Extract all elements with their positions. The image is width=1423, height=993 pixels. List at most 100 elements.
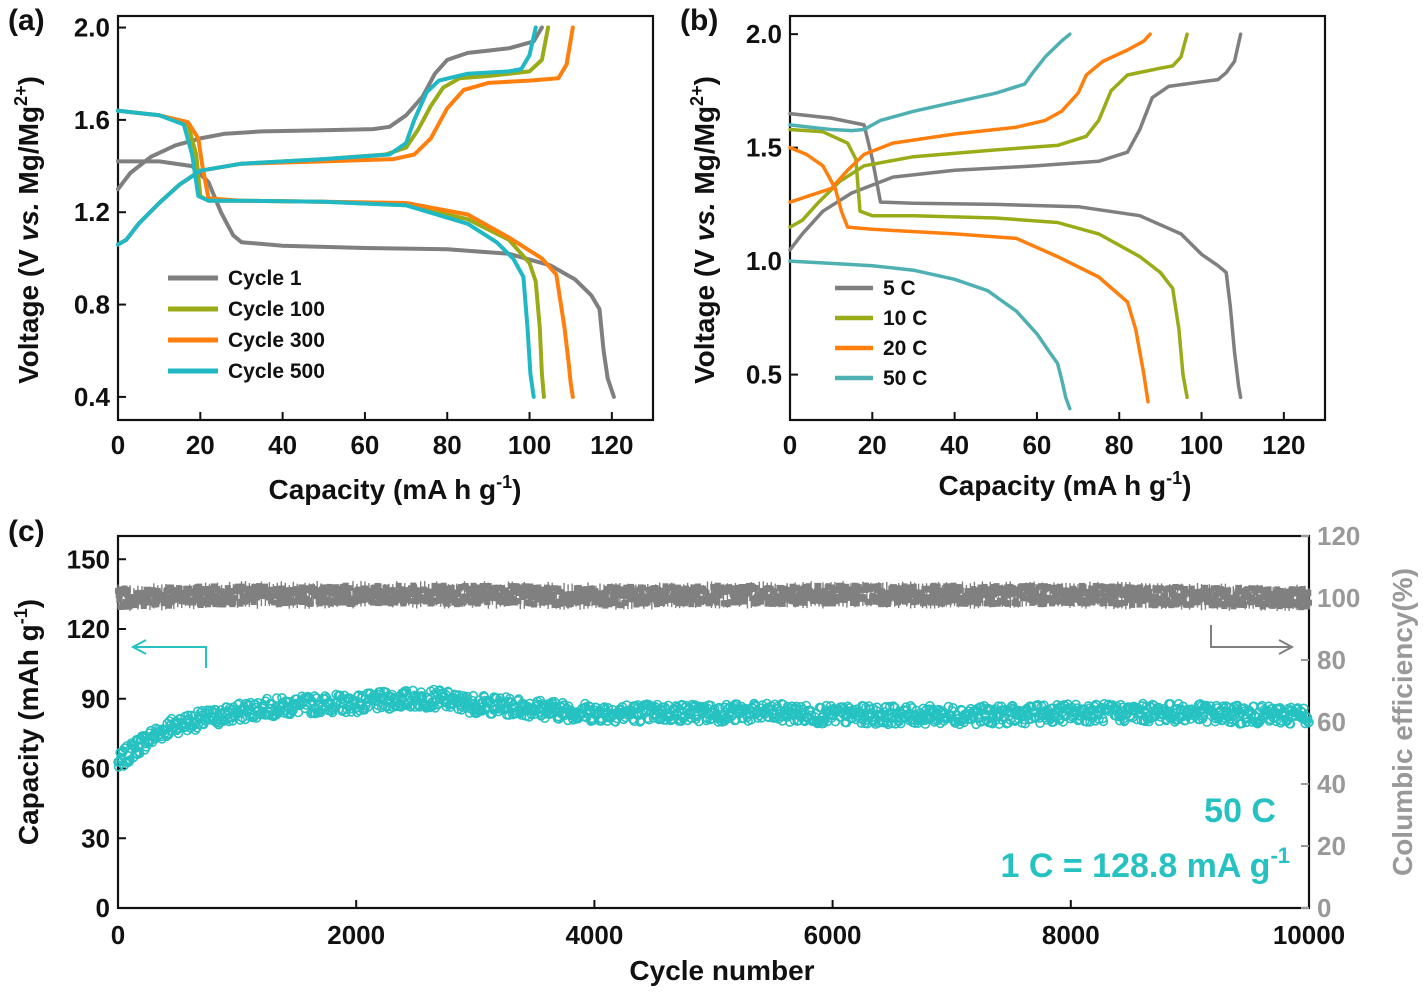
efficiency-marker bbox=[532, 589, 539, 596]
efficiency-marker bbox=[498, 585, 505, 592]
capacity-marker bbox=[1094, 714, 1104, 725]
efficiency-marker bbox=[124, 587, 131, 593]
efficiency-series bbox=[115, 581, 1312, 611]
efficiency-marker bbox=[730, 591, 736, 598]
efficiency-marker bbox=[854, 589, 861, 596]
efficiency-marker bbox=[484, 599, 491, 606]
capacity-marker bbox=[353, 690, 364, 700]
efficiency-marker bbox=[567, 591, 574, 598]
efficiency-marker bbox=[559, 592, 566, 599]
efficiency-marker bbox=[156, 590, 162, 596]
efficiency-marker bbox=[793, 585, 800, 592]
capacity-marker bbox=[375, 686, 386, 697]
efficiency-marker bbox=[874, 594, 881, 601]
efficiency-marker bbox=[665, 585, 672, 591]
series-line-5-c-charge bbox=[788, 32, 1243, 252]
efficiency-marker bbox=[619, 586, 626, 593]
left-y-tick-label: 60 bbox=[81, 754, 110, 784]
panel-c-x-axis-title: Cycle number bbox=[629, 955, 814, 986]
efficiency-marker bbox=[152, 593, 159, 600]
efficiency-marker bbox=[332, 589, 339, 596]
right-y-tick-label: 20 bbox=[1317, 831, 1346, 861]
efficiency-marker bbox=[248, 590, 255, 597]
x-tick-label: 120 bbox=[590, 430, 633, 460]
right-y-tick-label: 60 bbox=[1317, 707, 1346, 737]
capacity-marker bbox=[1296, 706, 1306, 716]
efficiency-marker bbox=[1232, 596, 1239, 603]
efficiency-marker bbox=[183, 592, 190, 599]
efficiency-marker bbox=[703, 589, 710, 596]
y-tick-label: 2.0 bbox=[74, 13, 110, 43]
efficiency-marker bbox=[347, 585, 354, 592]
efficiency-marker bbox=[492, 584, 499, 591]
efficiency-marker bbox=[734, 590, 740, 597]
capacity-marker bbox=[235, 715, 245, 725]
efficiency-marker bbox=[1068, 600, 1075, 606]
efficiency-marker bbox=[355, 592, 362, 599]
efficiency-marker bbox=[1004, 600, 1011, 607]
efficiency-marker bbox=[1088, 585, 1095, 592]
efficiency-marker bbox=[356, 597, 362, 604]
series-line-cycle-100-charge bbox=[116, 25, 551, 247]
efficiency-marker bbox=[1204, 599, 1210, 606]
efficiency-marker bbox=[1288, 592, 1295, 599]
efficiency-marker bbox=[841, 597, 848, 603]
efficiency-marker bbox=[1136, 601, 1143, 608]
capacity-marker bbox=[1285, 719, 1296, 729]
efficiency-marker bbox=[779, 590, 785, 597]
efficiency-marker bbox=[988, 595, 995, 602]
efficiency-marker bbox=[339, 593, 346, 600]
legend-label: 50 C bbox=[883, 367, 927, 390]
efficiency-marker bbox=[902, 598, 909, 605]
efficiency-marker bbox=[1172, 584, 1179, 590]
efficiency-marker bbox=[275, 588, 282, 595]
x-tick-label: 80 bbox=[1105, 430, 1134, 460]
efficiency-marker bbox=[834, 587, 841, 594]
efficiency-marker bbox=[606, 601, 613, 608]
efficiency-marker bbox=[220, 601, 227, 608]
rate-annotation: 50 C bbox=[1204, 792, 1276, 830]
efficiency-marker bbox=[327, 600, 334, 607]
legend-label: Cycle 1 bbox=[228, 267, 302, 290]
efficiency-marker bbox=[632, 587, 638, 594]
efficiency-marker bbox=[1255, 601, 1261, 608]
capacity-marker bbox=[271, 693, 282, 703]
capacity-marker bbox=[1241, 717, 1252, 728]
efficiency-marker bbox=[681, 600, 688, 607]
efficiency-marker bbox=[777, 585, 783, 592]
panel-b-chart: 0 20 40 60 80 100 120 0.5 1.0 1.5 2.0 Capacity (mA… bbox=[687, 14, 1327, 501]
right-y-tick-label: 120 bbox=[1317, 521, 1360, 551]
x-tick-label: 8000 bbox=[1042, 920, 1100, 950]
efficiency-marker bbox=[622, 599, 629, 606]
capacity-marker bbox=[119, 743, 130, 753]
efficiency-marker bbox=[957, 587, 964, 594]
efficiency-marker bbox=[950, 582, 957, 589]
efficiency-marker bbox=[271, 599, 278, 606]
efficiency-marker bbox=[530, 585, 537, 591]
efficiency-marker bbox=[677, 599, 684, 606]
efficiency-marker bbox=[140, 603, 147, 609]
efficiency-marker bbox=[749, 595, 756, 602]
efficiency-marker bbox=[937, 593, 944, 600]
efficiency-marker bbox=[165, 587, 172, 594]
panel-b-plot-frame bbox=[788, 14, 1327, 422]
efficiency-marker bbox=[544, 584, 550, 591]
panel-c-left-y-axis-title: Capacity (mAh g-1) bbox=[11, 599, 44, 845]
efficiency-marker bbox=[825, 583, 832, 590]
efficiency-marker bbox=[277, 593, 284, 599]
efficiency-marker bbox=[1215, 597, 1222, 604]
capacity-axis-arrow bbox=[130, 639, 207, 668]
series-line-10-c-discharge bbox=[788, 127, 1189, 400]
efficiency-marker bbox=[663, 590, 670, 597]
capacity-marker bbox=[905, 700, 916, 711]
efficiency-marker bbox=[805, 583, 812, 590]
efficiency-marker bbox=[193, 594, 200, 601]
efficiency-marker bbox=[475, 584, 482, 591]
efficiency-marker bbox=[1010, 585, 1017, 592]
efficiency-marker bbox=[818, 588, 825, 595]
efficiency-marker bbox=[1108, 599, 1115, 606]
x-tick-label: 60 bbox=[350, 430, 379, 460]
efficiency-marker bbox=[503, 587, 509, 594]
efficiency-marker bbox=[265, 594, 272, 601]
x-tick-label: 20 bbox=[186, 430, 215, 460]
